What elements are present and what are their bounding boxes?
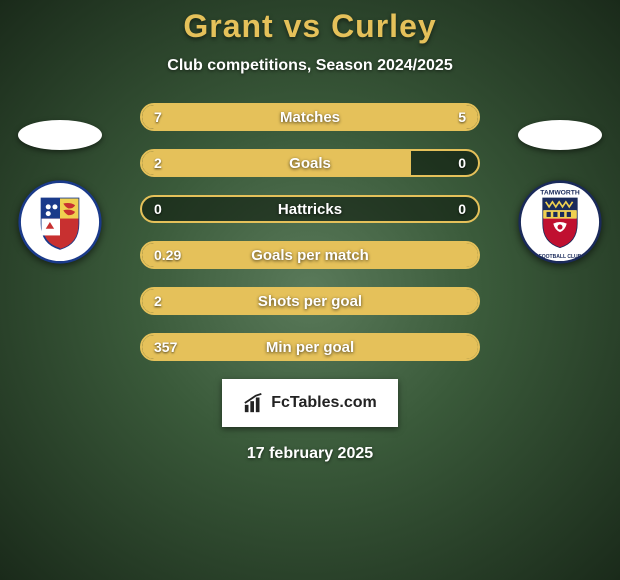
stat-bar-row: 0.29Goals per match: [140, 241, 480, 269]
fctables-chart-icon: [243, 392, 265, 414]
stat-bar-row: 2Shots per goal: [140, 287, 480, 315]
page-subtitle: Club competitions, Season 2024/2025: [167, 57, 452, 75]
oval-shape: [18, 120, 102, 150]
stat-bar-row: 7Matches5: [140, 103, 480, 131]
stat-label: Min per goal: [142, 339, 478, 356]
crest-bottom-text: FOOTBALL CLUB: [539, 254, 582, 260]
page-title: Grant vs Curley: [183, 8, 436, 45]
tamworth-crest-icon: TAMWORTH FOOTBALL CLUB: [518, 180, 602, 264]
club-crest-right: TAMWORTH FOOTBALL CLUB: [518, 180, 602, 264]
crest-top-text: TAMWORTH: [540, 189, 580, 196]
content-frame: Grant vs Curley Club competitions, Seaso…: [0, 0, 620, 580]
stat-bar-row: 357Min per goal: [140, 333, 480, 361]
stat-bar-row: 0Hattricks0: [140, 195, 480, 223]
stat-value-right: 0: [458, 155, 466, 171]
stat-label: Goals per match: [142, 247, 478, 264]
stat-bar-row: 2Goals0: [140, 149, 480, 177]
stat-label: Matches: [142, 109, 478, 126]
stat-label: Shots per goal: [142, 293, 478, 310]
wealdstone-crest-icon: [18, 180, 102, 264]
oval-shape: [518, 120, 602, 150]
stat-value-right: 5: [458, 109, 466, 125]
club-crest-left: [18, 180, 102, 264]
comparison-date: 17 february 2025: [247, 445, 373, 463]
fctables-logo-text: FcTables.com: [271, 394, 377, 412]
stat-value-right: 0: [458, 201, 466, 217]
stat-label: Hattricks: [142, 201, 478, 218]
fctables-logo[interactable]: FcTables.com: [222, 379, 398, 427]
stat-bars-group: 7Matches52Goals00Hattricks00.29Goals per…: [140, 103, 480, 361]
stat-label: Goals: [142, 155, 478, 172]
